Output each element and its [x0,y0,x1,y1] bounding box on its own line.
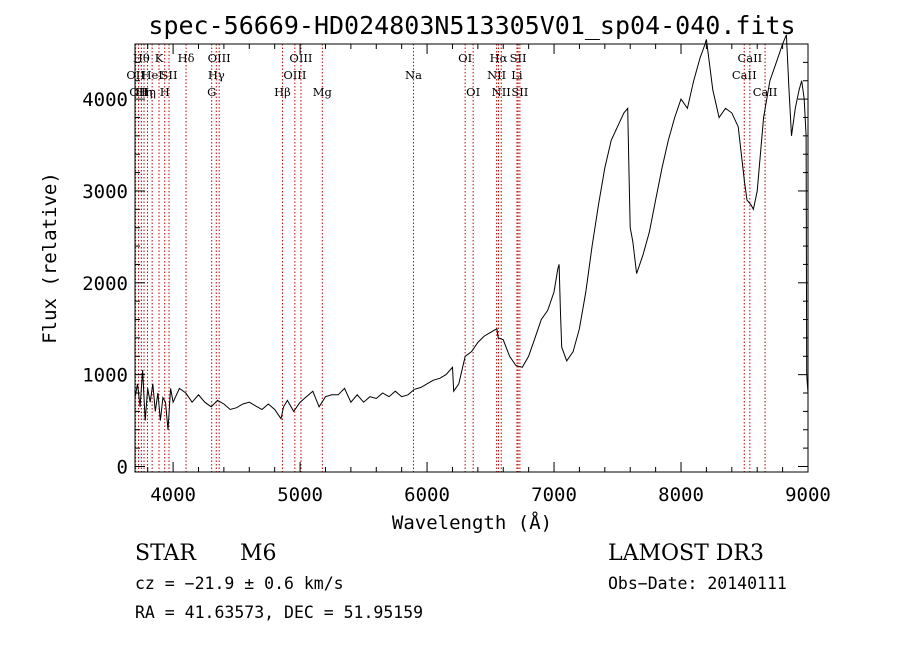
spectral-line-label-28: CaII [753,85,778,99]
spectral-line-label-5: HeI [141,68,162,82]
spectral-line-markers [135,44,766,472]
x-tick-label-1: 5000 [277,484,323,506]
spectral-line-label-3: Hη [136,85,153,99]
spectral-line-label-6: K [155,51,164,65]
spectral-line-label-1: OII [129,85,148,99]
object-class: STAR [135,541,197,566]
chart-title: spec-56669-HD024803N513305V01_sp04-040.f… [148,11,795,40]
spectral-line-label-9: Hδ [178,51,195,65]
object-subclass: M6 [240,541,277,566]
x-tick-label-2: 6000 [404,484,450,506]
spectral-line-label-20: NII [487,68,506,82]
spectral-line-label-0: OII [126,68,145,82]
spectral-line-label-2: Hθ [133,51,150,65]
spectral-line-label-19: OI [466,85,480,99]
y-tick-label-3: 3000 [82,181,128,203]
x-tick-label-3: 7000 [531,484,577,506]
spectral-line-label-21: Hα [490,51,508,65]
spectral-line-label-11: Hγ [208,68,225,82]
plot-frame [134,43,809,473]
spectral-line-label-27: CaII [737,51,762,65]
spectral-line-label-24: SII [510,51,527,65]
spectral-line-label-18: OI [458,51,472,65]
spectral-line-label-15: OIII [289,51,312,65]
redshift-value: cz = −21.9 ± 0.6 km/s [135,574,344,593]
spectral-line-label-13: Hβ [274,85,291,99]
spectrum-line [134,34,809,430]
y-tick-label-0: 0 [117,456,128,478]
spectral-line-label-10: G [207,85,216,99]
x-axis-label: Wavelength (Å) [392,511,552,534]
y-tick-label-4: 4000 [82,89,128,111]
x-tick-label-0: 4000 [150,484,196,506]
spectral-line-labels: OIIOIIHθHηHηHeIKHSIIHδGHγOIIIHβOIIIOIIIM… [126,51,777,99]
spectral-line-label-4: Hη [139,85,156,99]
y-axis-ticks: 0 1000 2000 3000 4000 [82,61,808,478]
spectral-line-label-23: Li [511,68,523,82]
x-tick-label-5: 9000 [785,484,831,506]
x-tick-label-4: 8000 [658,484,704,506]
spectral-line-label-22: NII [492,85,511,99]
spectral-line-label-26: CaII [732,68,757,82]
observation-date: Obs−Date: 20140111 [608,574,787,593]
spectral-line-label-7: H [160,85,170,99]
y-axis-label: Flux (relative) [39,172,61,344]
survey-name: LAMOST DR3 [608,541,764,566]
spectral-line-label-12: OIII [208,51,231,65]
spectral-line-label-25: SII [511,85,528,99]
spectral-line-label-17: Na [405,68,422,82]
spectral-line-label-14: OIII [283,68,306,82]
spectral-line-label-8: SII [161,68,178,82]
spectral-line-label-16: Mg [313,85,333,99]
coordinates: RA = 41.63573, DEC = 51.95159 [135,603,423,622]
x-axis-ticks: 4000 5000 6000 7000 8000 9000 [147,44,831,506]
y-tick-label-1: 1000 [82,365,128,387]
y-tick-label-2: 2000 [82,273,128,295]
